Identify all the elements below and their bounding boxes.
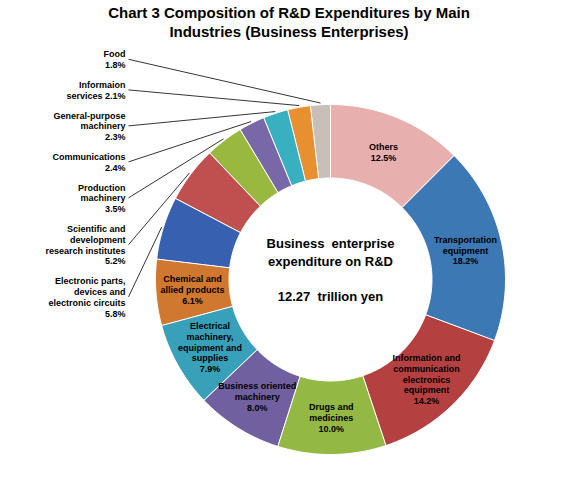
svg-text:Chemical andallied products6.1: Chemical andallied products6.1% <box>161 274 225 306</box>
svg-text:Communications2.4%: Communications2.4% <box>52 151 125 172</box>
svg-text:Transportationequipment18.2%: Transportationequipment18.2% <box>434 234 497 266</box>
svg-text:Electronic parts,devices andel: Electronic parts,devices andelectronic c… <box>48 276 125 318</box>
svg-text:General-purposemachinery2.3%: General-purposemachinery2.3% <box>53 110 125 142</box>
svg-text:Others12.5%: Others12.5% <box>369 141 398 162</box>
svg-text:Food1.8%: Food1.8% <box>104 49 126 70</box>
svg-text:Scientific anddevelopmentresea: Scientific anddevelopmentresearch instit… <box>45 223 125 265</box>
svg-text:Drugs andmedicines10.0%: Drugs andmedicines10.0% <box>309 402 354 434</box>
svg-text:Electricalmachinery,equipment: Electricalmachinery,equipment andsupplie… <box>178 321 242 374</box>
svg-text:Information andcommunicationel: Information andcommunicationelectronicse… <box>392 352 460 405</box>
svg-text:Informaionservices 2.1%: Informaionservices 2.1% <box>66 79 125 100</box>
svg-text:Business orientedmachinery8.0%: Business orientedmachinery8.0% <box>218 381 296 413</box>
svg-text:Productionmachinery3.5%: Productionmachinery3.5% <box>78 182 126 214</box>
svg-text:Business enterpriseexpenditur: Business enterpriseexpenditure on R&D12.… <box>267 236 395 304</box>
html-text:Chart 3 Composition of R&D Exp: Chart 3 Composition of R&D Expenditures … <box>108 4 470 40</box>
